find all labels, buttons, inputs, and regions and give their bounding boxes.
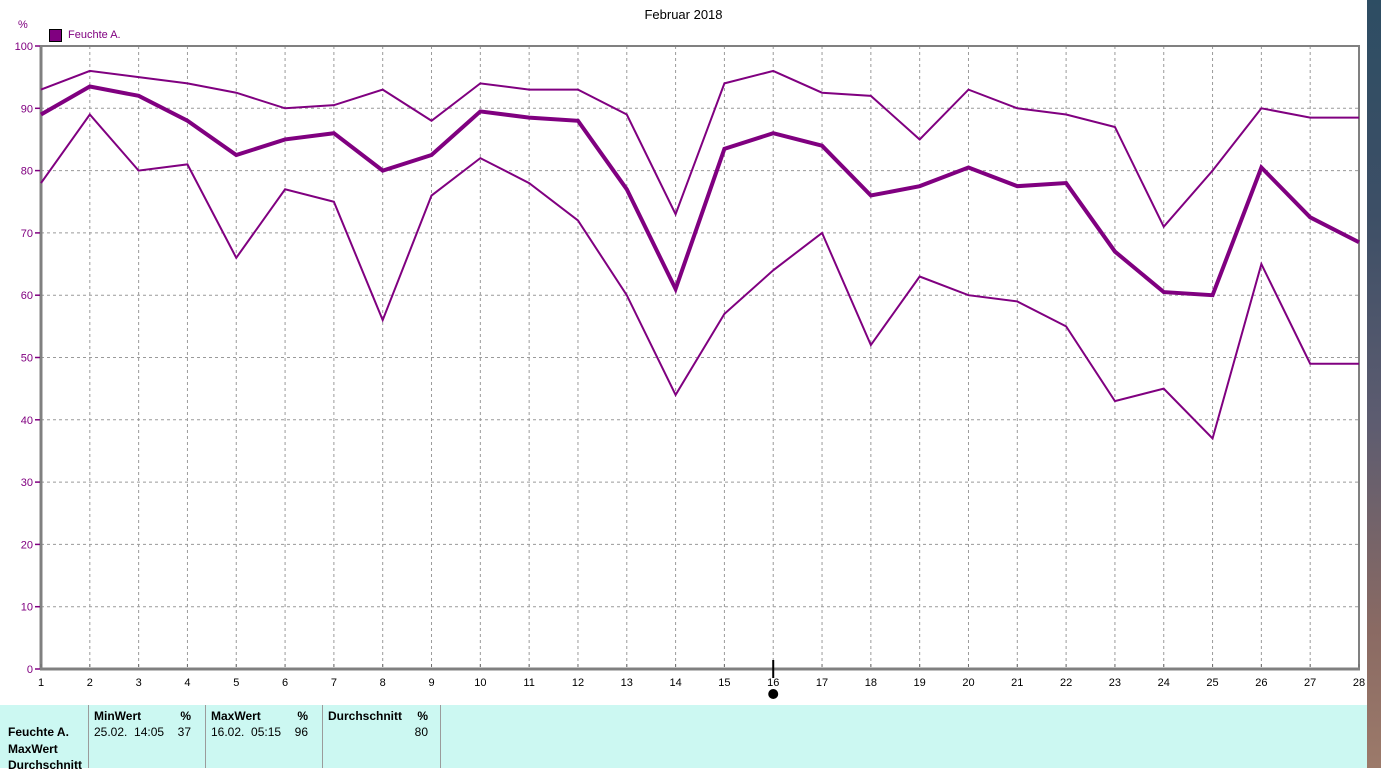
table-divider: [440, 705, 441, 768]
x-axis-label: 22: [1060, 677, 1072, 689]
y-axis-label: 0: [27, 664, 33, 676]
series-daily-minimum-line: [40, 112, 1359, 441]
series-daily-maximum-line: [40, 69, 1359, 229]
maxwert-datetime: 16.02. 05:15: [211, 725, 282, 739]
minwert-header: MinWert: [94, 709, 142, 723]
table-divider: [205, 705, 206, 768]
legend-color-swatch: [49, 28, 62, 42]
minwert-value: 37: [177, 725, 191, 739]
x-axis-label: 2: [87, 677, 93, 689]
x-axis-label: 12: [572, 677, 584, 689]
durchschnitt-value: 80: [414, 725, 428, 739]
x-axis-label: 6: [282, 677, 288, 689]
x-axis-label: 8: [380, 677, 386, 689]
x-axis-label: 17: [816, 677, 828, 689]
x-axis-label: 26: [1255, 677, 1267, 689]
y-axis-label: 70: [21, 228, 33, 240]
series-daily-average-line: [40, 84, 1360, 298]
y-axis-label: 60: [21, 290, 33, 302]
x-axis-label: 28: [1353, 677, 1365, 689]
x-axis-label: 13: [621, 677, 633, 689]
maxwert-unit: %: [297, 709, 308, 723]
x-axis-label: 9: [428, 677, 434, 689]
y-axis-label: 30: [21, 477, 33, 489]
x-axis-label: 7: [331, 677, 337, 689]
x-axis-label: 20: [962, 677, 974, 689]
table-row-label-durchschnitt: Durchschnitt: [8, 758, 83, 772]
table-divider: [322, 705, 323, 768]
maxwert-value: 96: [294, 725, 308, 739]
x-axis-label: 5: [233, 677, 239, 689]
x-axis-label: 10: [474, 677, 486, 689]
x-axis-label: 1: [38, 677, 44, 689]
durchschnitt-header: Durchschnitt: [328, 709, 403, 723]
durchschnitt-unit: %: [417, 709, 428, 723]
x-axis-label: 19: [914, 677, 926, 689]
x-axis-label: 25: [1206, 677, 1218, 689]
y-axis-unit-label: %: [18, 19, 28, 31]
legend-label: Feuchte A.: [68, 29, 121, 41]
table-row-label-maxwert: MaxWert: [8, 742, 58, 756]
y-axis-label: 50: [21, 353, 33, 365]
minwert-datetime: 25.02. 14:05: [94, 725, 165, 739]
x-axis-label: 24: [1158, 677, 1170, 689]
legend: Feuchte A.: [49, 28, 121, 42]
summary-table: MinWert % MaxWert % Durchschnitt % Feuch…: [0, 705, 1367, 772]
x-axis-label: 11: [523, 677, 534, 689]
table-series-label: Feuchte A.: [8, 725, 69, 739]
x-axis-label: 4: [184, 677, 190, 689]
x-axis-label: 16: [767, 677, 779, 689]
x-axis-label: 21: [1011, 677, 1023, 689]
x-axis-label: 14: [669, 677, 681, 689]
chart-title: Februar 2018: [644, 7, 723, 22]
maxwert-header: MaxWert: [211, 709, 261, 723]
cursor-day-marker[interactable]: [768, 689, 779, 699]
minwert-unit: %: [180, 709, 191, 723]
x-axis-label: 27: [1304, 677, 1316, 689]
x-axis-label: 23: [1109, 677, 1121, 689]
y-axis-label: 10: [21, 602, 33, 614]
y-axis-label: 20: [21, 539, 33, 551]
desktop-background-strip: [1367, 0, 1381, 768]
y-axis-label: 80: [21, 166, 33, 178]
x-axis-label: 3: [136, 677, 142, 689]
y-axis-label: 90: [21, 103, 33, 115]
y-axis-label: 100: [15, 41, 33, 53]
x-axis-label: 18: [865, 677, 877, 689]
x-axis-label: 15: [718, 677, 730, 689]
table-divider: [88, 705, 89, 768]
y-axis-label: 40: [21, 415, 33, 427]
